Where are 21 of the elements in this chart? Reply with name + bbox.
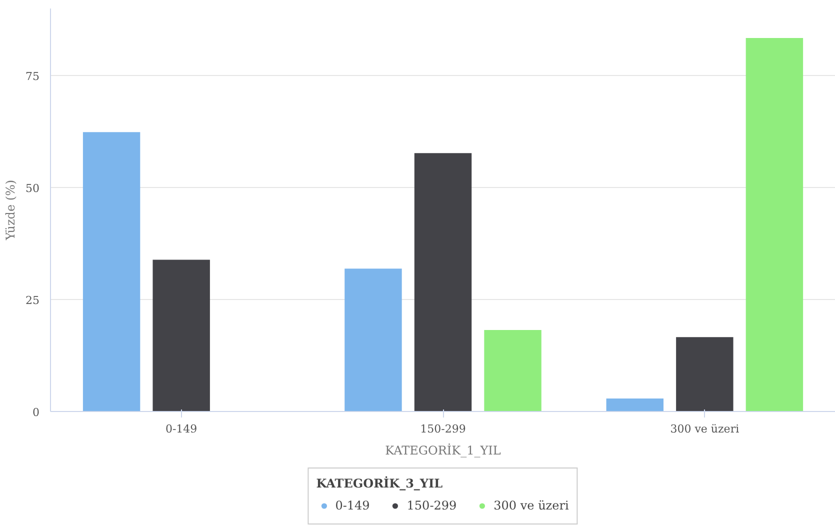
legend-title: KATEGORİK_3_YIL xyxy=(316,476,444,490)
legend-label: 0-149 xyxy=(335,498,370,512)
bar xyxy=(746,38,804,412)
y-tick-label: 25 xyxy=(26,294,40,308)
x-axis-title: KATEGORİK_1_YIL xyxy=(385,442,501,458)
legend-label: 300 ve üzeri xyxy=(494,498,569,512)
bar xyxy=(82,132,140,412)
y-tick-label: 50 xyxy=(26,182,40,196)
bar xyxy=(676,337,734,412)
x-tick-label: 150-299 xyxy=(420,422,466,436)
bar xyxy=(484,330,542,412)
bar xyxy=(344,268,402,412)
y-tick-label: 75 xyxy=(26,70,40,84)
bar xyxy=(606,398,664,412)
x-tick-label: 0-149 xyxy=(165,422,198,436)
legend-label: 150-299 xyxy=(406,498,457,512)
bar xyxy=(152,260,210,412)
y-axis-title: Yüzde (%) xyxy=(4,180,18,242)
x-tick-label: 300 ve üzeri xyxy=(670,422,740,436)
y-tick-label: 0 xyxy=(32,406,40,419)
bar xyxy=(414,153,472,412)
